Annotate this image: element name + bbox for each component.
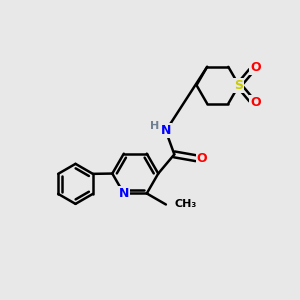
Text: O: O <box>250 61 261 74</box>
Text: CH₃: CH₃ <box>174 200 197 209</box>
Text: O: O <box>250 96 261 109</box>
Text: O: O <box>197 152 207 165</box>
Text: N: N <box>160 124 171 137</box>
Text: S: S <box>234 79 243 92</box>
Text: N: N <box>118 187 129 200</box>
Text: H: H <box>150 122 159 131</box>
